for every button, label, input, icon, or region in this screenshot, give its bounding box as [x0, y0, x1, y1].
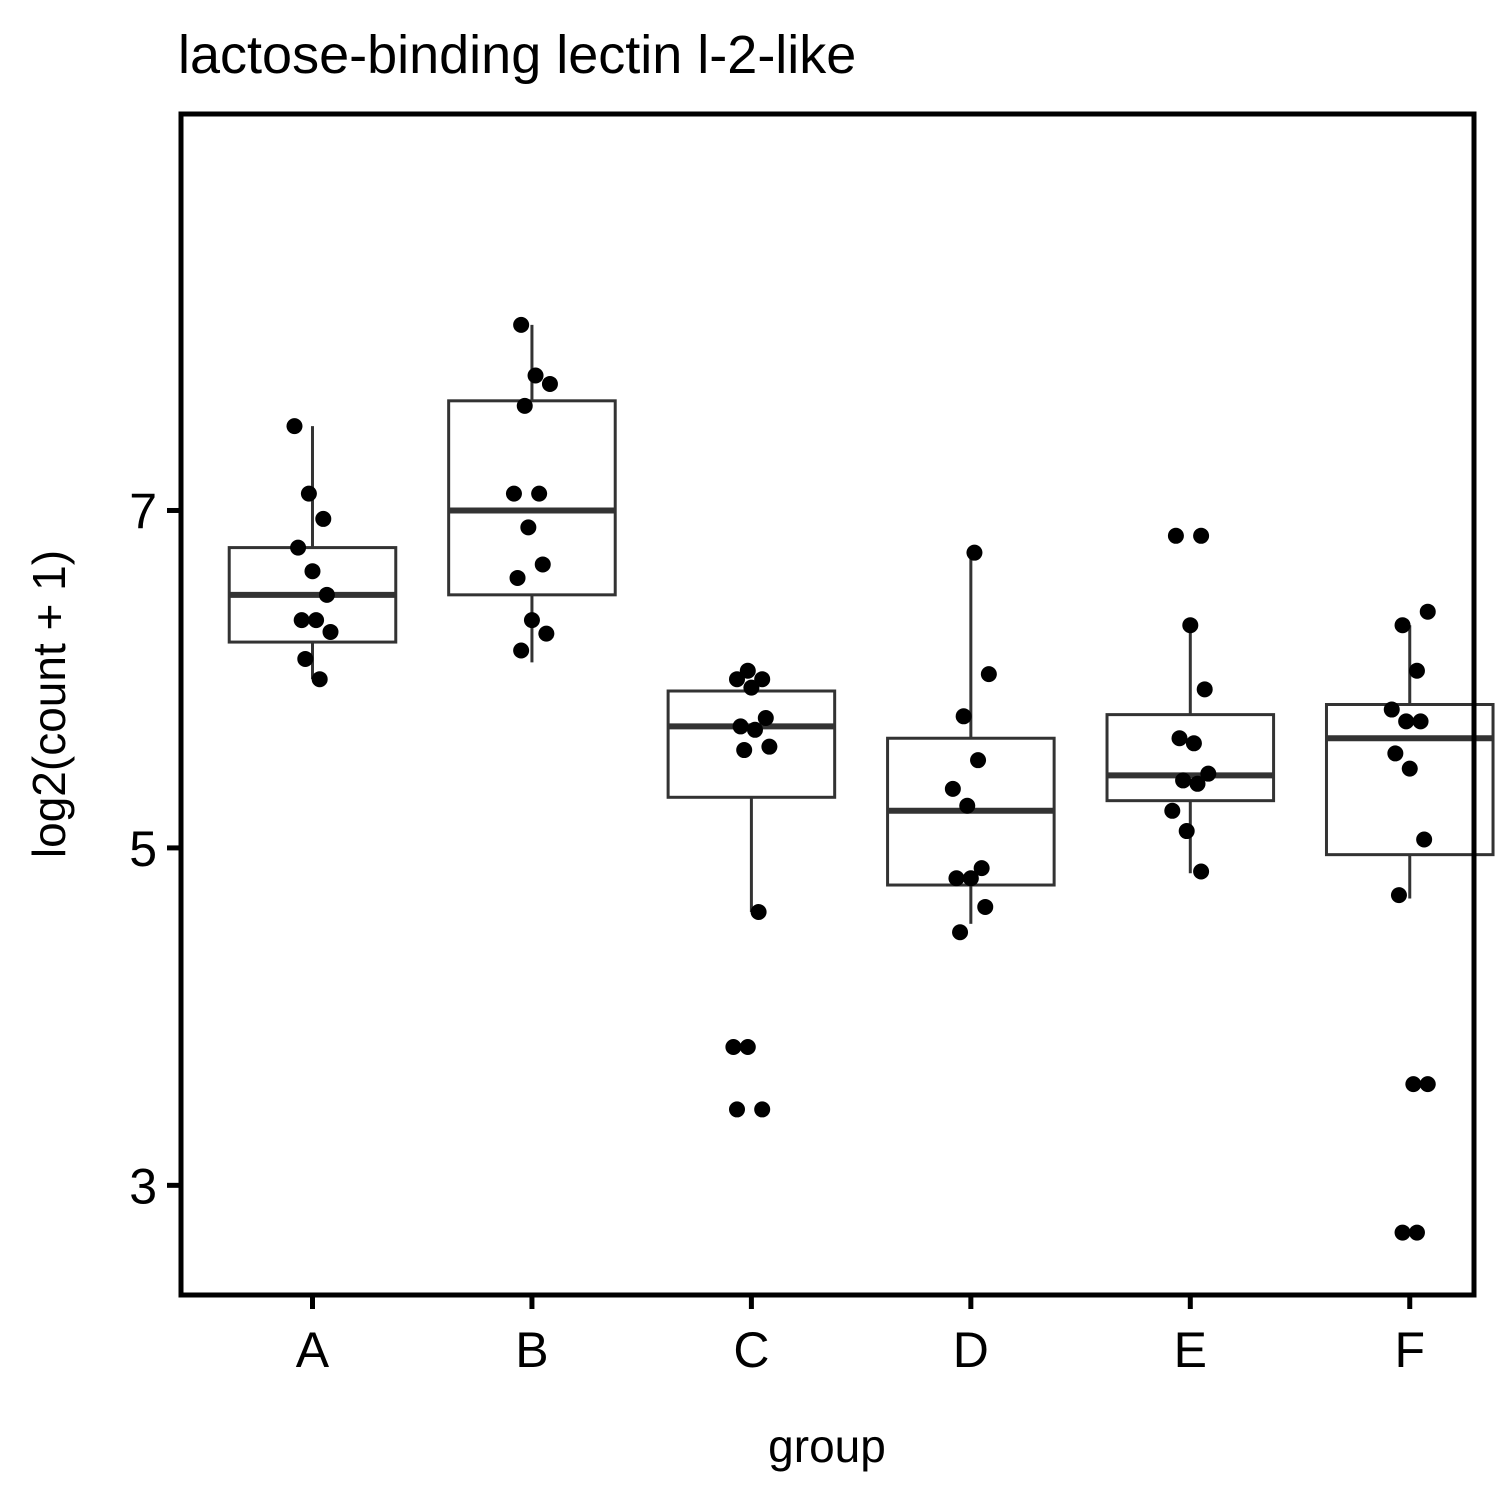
- box-group-C: [668, 683, 835, 912]
- data-point: [959, 798, 975, 814]
- x-tick-label: C: [733, 1322, 769, 1378]
- data-point: [524, 612, 540, 628]
- y-tick-label: 3: [129, 1158, 157, 1214]
- x-tick-label: A: [296, 1322, 330, 1378]
- data-point: [290, 540, 306, 556]
- x-axis-title: group: [768, 1420, 886, 1472]
- data-point: [1193, 864, 1209, 880]
- y-tick-label: 7: [129, 483, 157, 539]
- data-point: [981, 666, 997, 682]
- data-point: [513, 643, 529, 659]
- data-point: [1395, 617, 1411, 633]
- box-group-D: [888, 553, 1055, 924]
- data-point: [1182, 617, 1198, 633]
- y-tick-label: 5: [129, 821, 157, 877]
- data-point: [1197, 681, 1213, 697]
- box: [1107, 715, 1274, 801]
- data-point: [754, 1101, 770, 1117]
- data-point: [286, 418, 302, 434]
- data-point: [758, 710, 774, 726]
- data-point: [1186, 735, 1202, 751]
- data-point: [1391, 887, 1407, 903]
- data-point: [945, 781, 961, 797]
- data-point: [747, 722, 763, 738]
- data-point: [1420, 1076, 1436, 1092]
- data-point: [1402, 761, 1418, 777]
- data-point: [1413, 713, 1429, 729]
- box: [449, 401, 616, 595]
- data-point: [1172, 730, 1188, 746]
- data-point: [322, 624, 338, 640]
- data-point: [1179, 823, 1195, 839]
- data-point: [1420, 604, 1436, 620]
- data-point: [542, 376, 558, 392]
- x-tick-label: D: [953, 1322, 989, 1378]
- x-tick-label: E: [1174, 1322, 1207, 1378]
- x-tick-label: F: [1394, 1322, 1425, 1378]
- data-point: [740, 1039, 756, 1055]
- data-point: [1398, 713, 1414, 729]
- plot-area: [229, 317, 1493, 1241]
- data-point: [751, 904, 767, 920]
- data-point: [729, 1101, 745, 1117]
- data-point: [535, 556, 551, 572]
- box-group-A: [229, 426, 396, 679]
- data-point: [1193, 528, 1209, 544]
- data-point: [294, 612, 310, 628]
- data-point: [725, 1039, 741, 1055]
- data-point: [1409, 1225, 1425, 1241]
- data-point: [301, 486, 317, 502]
- data-point: [531, 486, 547, 502]
- data-point: [956, 708, 972, 724]
- data-point: [297, 651, 313, 667]
- data-point: [1168, 528, 1184, 544]
- data-point: [315, 511, 331, 527]
- data-point: [952, 924, 968, 940]
- data-point: [1395, 1225, 1411, 1241]
- data-point: [1190, 776, 1206, 792]
- chart-title: lactose-binding lectin l-2-like: [178, 25, 856, 85]
- data-point: [1164, 803, 1180, 819]
- data-point: [528, 368, 544, 384]
- data-point: [319, 587, 335, 603]
- data-point: [970, 752, 986, 768]
- data-point: [963, 870, 979, 886]
- data-point: [1416, 831, 1432, 847]
- data-point: [733, 718, 749, 734]
- data-point: [1409, 663, 1425, 679]
- data-point: [510, 570, 526, 586]
- box: [668, 691, 835, 797]
- data-point: [729, 671, 745, 687]
- data-point: [506, 486, 522, 502]
- data-point: [948, 870, 964, 886]
- data-point: [761, 739, 777, 755]
- data-point: [308, 612, 324, 628]
- data-point: [1384, 702, 1400, 718]
- data-point: [312, 671, 328, 687]
- data-point: [1387, 745, 1403, 761]
- data-point: [743, 680, 759, 696]
- data-point: [304, 563, 320, 579]
- y-axis-title: log2(count + 1): [23, 550, 75, 858]
- data-point: [966, 545, 982, 561]
- data-point: [513, 317, 529, 333]
- data-point: [736, 742, 752, 758]
- data-point: [977, 899, 993, 915]
- data-point: [1175, 772, 1191, 788]
- data-point: [517, 398, 533, 414]
- data-point: [1405, 1076, 1421, 1092]
- x-tick-label: B: [515, 1322, 548, 1378]
- data-point: [520, 519, 536, 535]
- data-point: [538, 626, 554, 642]
